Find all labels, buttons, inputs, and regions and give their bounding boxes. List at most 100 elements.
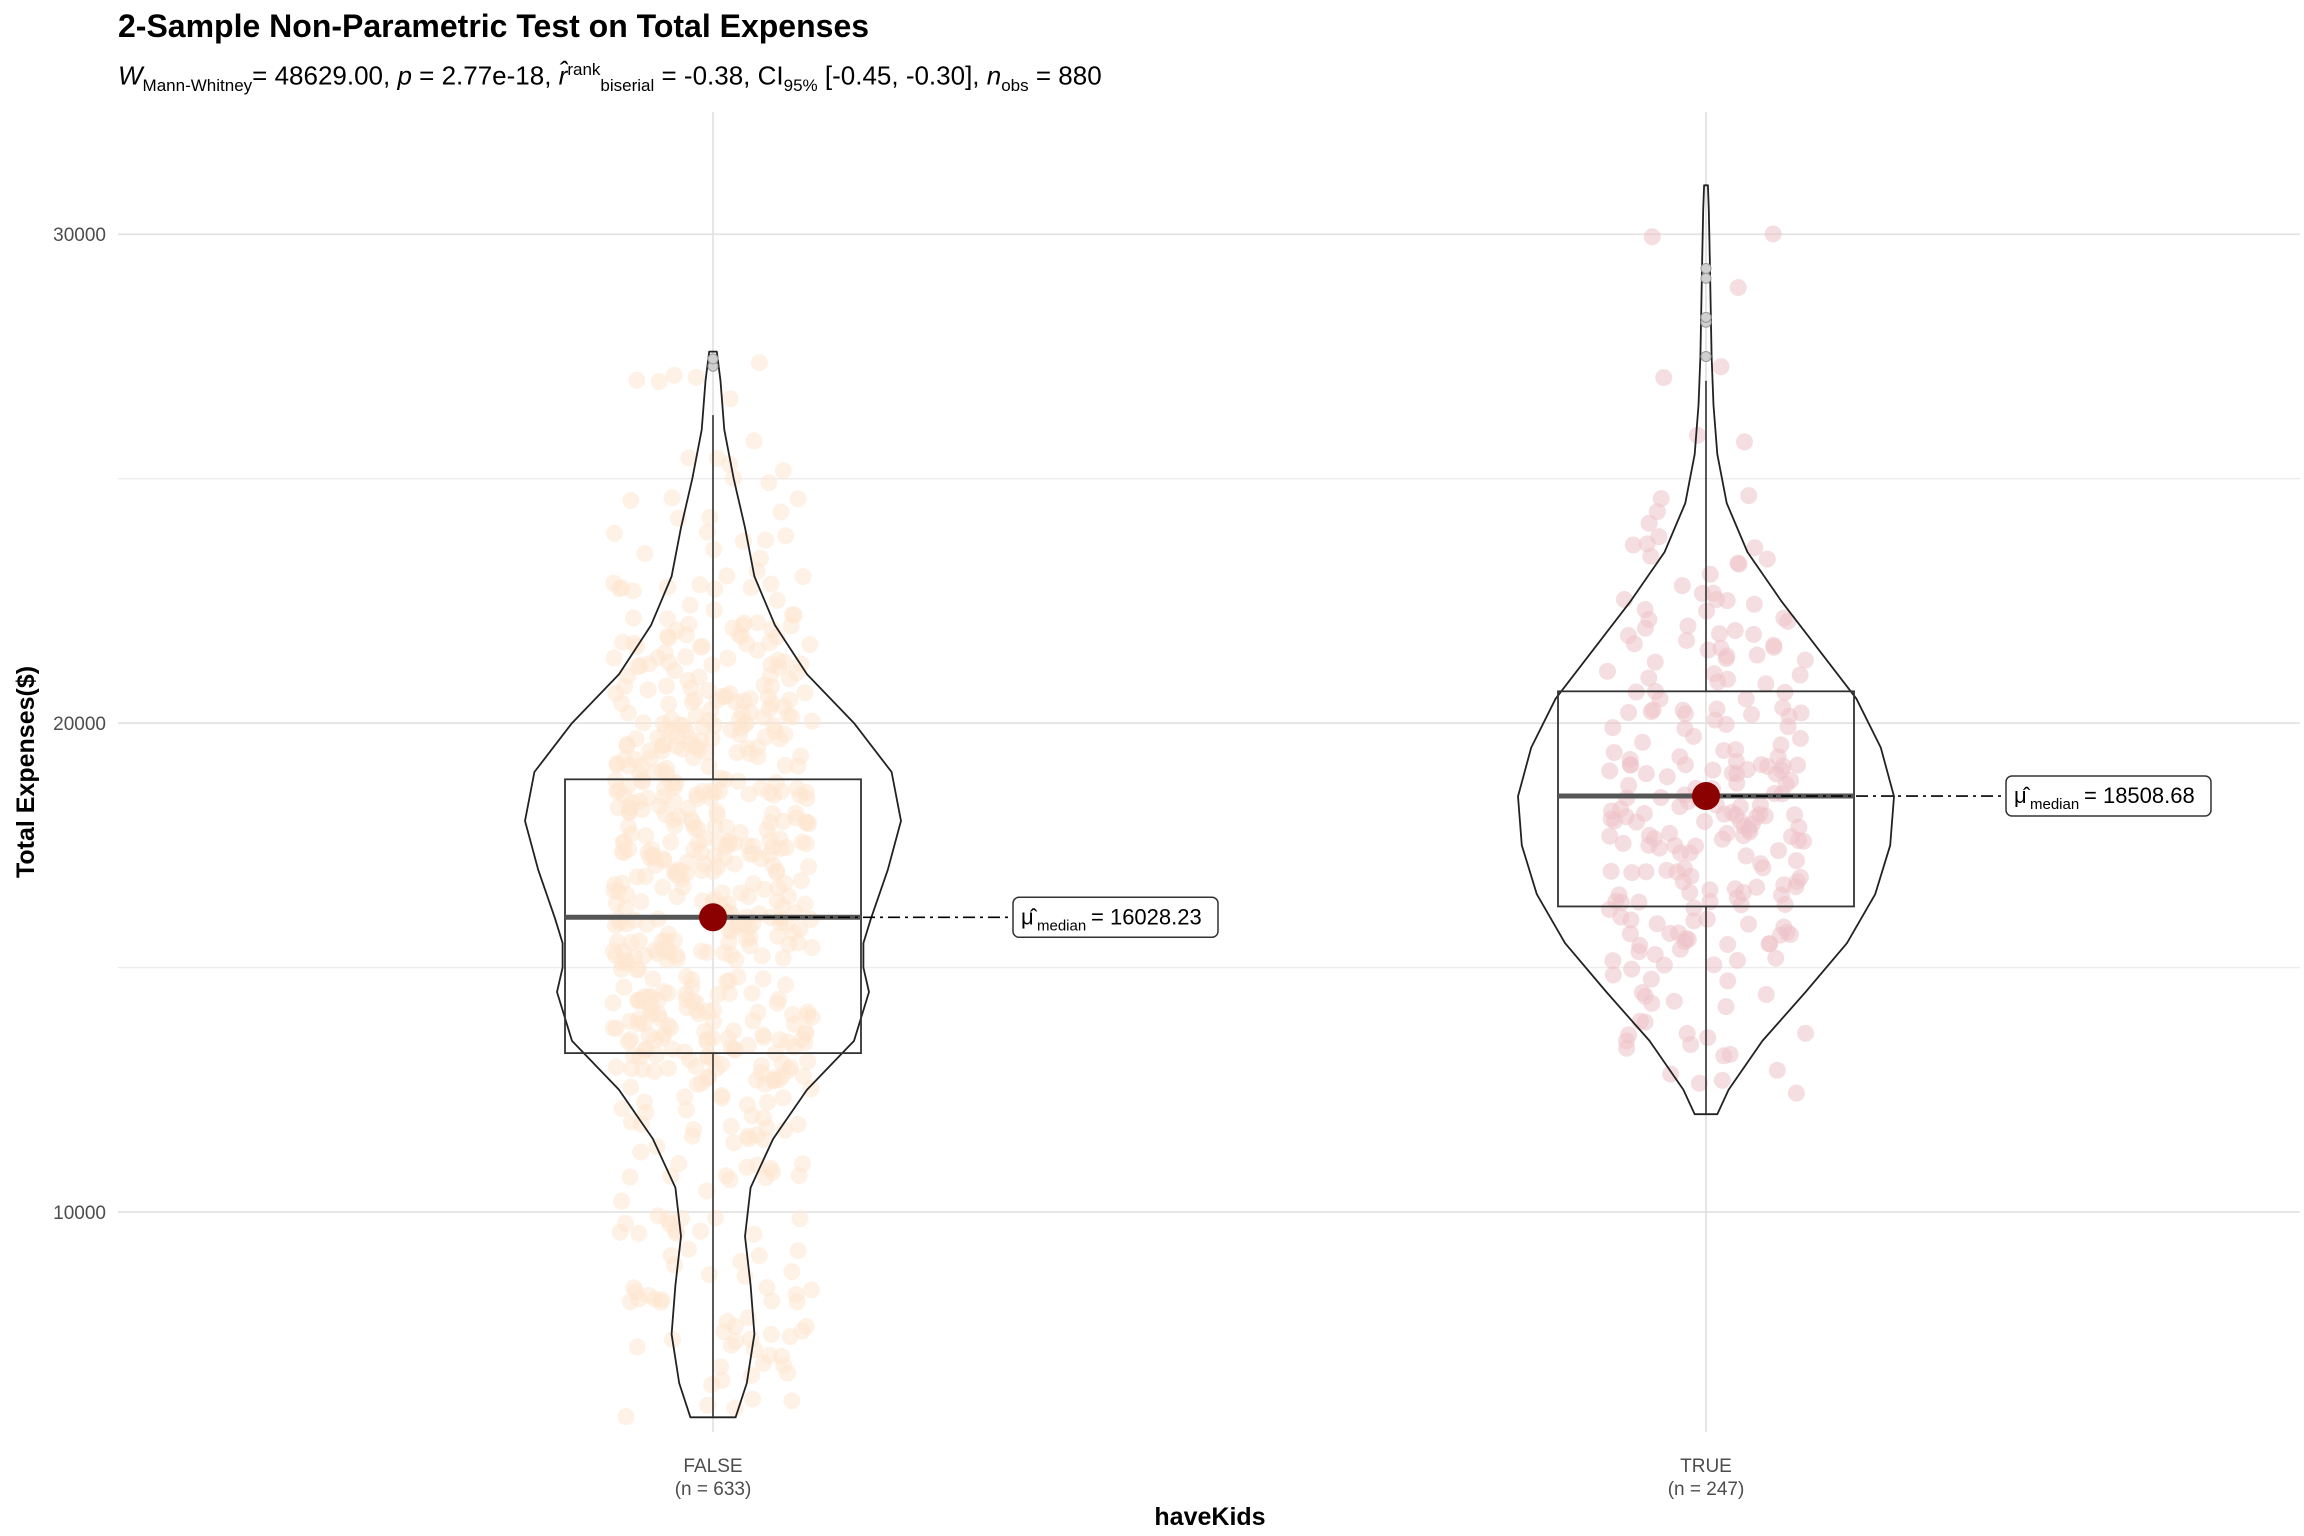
p-value: = 2.77e-18, bbox=[411, 60, 559, 91]
jitter-point bbox=[1765, 636, 1783, 654]
jitter-point bbox=[1719, 935, 1737, 953]
jitter-point bbox=[1768, 1061, 1786, 1079]
effect-superscript: rank bbox=[567, 60, 601, 79]
jitter-point bbox=[739, 837, 757, 855]
x-tick-label: TRUE bbox=[1680, 1456, 1732, 1477]
jitter-point bbox=[628, 371, 646, 389]
jitter-point bbox=[1745, 625, 1763, 643]
jitter-point bbox=[622, 1030, 640, 1048]
jitter-point bbox=[615, 787, 633, 805]
jitter-point bbox=[776, 874, 794, 892]
jitter-point bbox=[721, 1171, 739, 1189]
violin-outline bbox=[1517, 184, 1895, 1116]
jitter-point bbox=[1648, 915, 1666, 933]
median-label-subscript: median bbox=[1037, 917, 1086, 934]
jitter-point bbox=[1737, 690, 1755, 708]
jitter-point bbox=[1710, 625, 1728, 643]
jitter-point bbox=[795, 1067, 813, 1085]
jitter-point bbox=[792, 872, 810, 890]
jitter-point bbox=[776, 1121, 794, 1139]
jitter-point bbox=[1698, 910, 1716, 928]
jitter-point bbox=[770, 990, 788, 1008]
jitter-point bbox=[1642, 547, 1660, 565]
jitter-point bbox=[1728, 774, 1746, 792]
violin-outline bbox=[524, 350, 902, 1419]
jitter-point bbox=[678, 968, 696, 986]
jitter-point bbox=[1796, 651, 1814, 669]
jitter-point bbox=[607, 1058, 625, 1076]
jitter-point bbox=[718, 567, 736, 585]
jitter-point bbox=[725, 1134, 743, 1152]
jitter-point bbox=[774, 462, 792, 480]
jitter-point bbox=[1646, 945, 1664, 963]
jitter-point bbox=[1772, 886, 1790, 904]
jitter-point bbox=[721, 390, 739, 408]
jitter-point bbox=[644, 846, 662, 864]
jitter-point bbox=[644, 970, 662, 988]
jitter-point bbox=[750, 1247, 768, 1265]
jitter-point bbox=[622, 492, 640, 510]
jitter-point bbox=[1705, 956, 1723, 974]
jitter-point bbox=[725, 834, 743, 852]
jitter-point bbox=[681, 735, 699, 753]
jitter-point bbox=[1764, 225, 1782, 243]
jitter-point bbox=[754, 970, 772, 988]
jitter-point bbox=[1661, 824, 1679, 842]
jitter-point bbox=[797, 1025, 815, 1043]
jitter-point bbox=[1782, 771, 1800, 789]
jitter-point bbox=[789, 757, 807, 775]
jitter-point bbox=[1658, 768, 1676, 786]
jitter-point bbox=[796, 684, 814, 702]
jitter-point bbox=[1617, 1032, 1635, 1050]
jitter-point bbox=[786, 1015, 804, 1033]
jitter-point bbox=[802, 1080, 820, 1098]
jitter-point bbox=[1769, 842, 1787, 860]
jitter-point bbox=[1635, 805, 1653, 823]
jitter-point bbox=[619, 757, 637, 775]
jitter-point bbox=[712, 1358, 730, 1376]
x-tick-label: FALSE bbox=[683, 1456, 742, 1477]
jitter-point bbox=[729, 772, 747, 790]
jitter-point bbox=[1623, 864, 1641, 882]
jitter-point bbox=[753, 947, 771, 965]
jitter-point bbox=[723, 922, 741, 940]
jitter-point bbox=[659, 1059, 677, 1077]
jitter-point bbox=[634, 714, 652, 732]
jitter-point bbox=[1740, 915, 1758, 933]
jitter-point bbox=[779, 706, 797, 724]
jitter-point bbox=[1604, 966, 1622, 984]
jitter-point bbox=[1690, 1074, 1708, 1092]
jitter-point bbox=[761, 634, 779, 652]
jitter-point bbox=[774, 1089, 792, 1107]
jitter-point bbox=[706, 783, 724, 801]
n-symbol: n bbox=[986, 60, 1002, 91]
jitter-point bbox=[1740, 487, 1758, 505]
axis-layer: FALSE(n = 633) TRUE(n = 247) 10000 20000 300… bbox=[12, 225, 1744, 1531]
median-label: μ̂ median = 18508.68 bbox=[2005, 775, 2212, 817]
jitter-point bbox=[618, 954, 636, 972]
jitter-point bbox=[745, 432, 763, 450]
jitter-point bbox=[781, 670, 799, 688]
jitter-point bbox=[1604, 952, 1622, 970]
x-tick-n-label: (n = 633) bbox=[675, 1479, 752, 1500]
jitter-point bbox=[628, 1338, 646, 1356]
jitter-point bbox=[783, 1263, 801, 1281]
outlier-point bbox=[1700, 272, 1712, 284]
jitter-point bbox=[1644, 701, 1662, 719]
jitter-point bbox=[1767, 949, 1785, 967]
jitter-point bbox=[1792, 704, 1810, 722]
jitter-point bbox=[662, 1019, 680, 1037]
iqr-box bbox=[1557, 690, 1855, 908]
jitter-point bbox=[789, 490, 807, 508]
violin-layer bbox=[524, 184, 1895, 1419]
jitter-point bbox=[666, 662, 684, 680]
jitter-point bbox=[700, 1266, 718, 1284]
stat-subscript: Mann-Whitney bbox=[142, 75, 253, 95]
median-marker bbox=[1692, 782, 1720, 811]
jitter-point bbox=[1676, 720, 1694, 738]
jitter-point bbox=[656, 779, 674, 797]
jitter-point bbox=[692, 638, 710, 656]
jitter-point bbox=[789, 1242, 807, 1260]
jitter-point bbox=[617, 1408, 635, 1426]
jitter-point bbox=[1769, 748, 1787, 766]
